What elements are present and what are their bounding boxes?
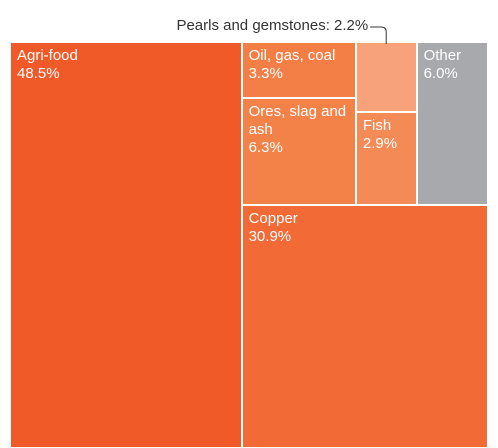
treemap-cell: Copper 30.9%: [241, 204, 488, 448]
cell-label: Fish: [362, 117, 392, 135]
treemap-cell: Other 6.0%: [416, 42, 488, 205]
cell-label: Oil, gas, coal: [248, 47, 336, 64]
cell-value: 48.5%: [17, 65, 60, 82]
treemap-cell: Oil, gas, coal 3.3%: [241, 42, 356, 98]
annotation: Pearls and gemstones: 2.2%: [176, 17, 369, 34]
treemap-cell: Ores, slag and ash 6.3%: [241, 97, 356, 205]
cell-label: Other: [423, 47, 462, 64]
cell-value: 6.0%: [423, 65, 458, 82]
callout-line: [370, 26, 387, 44]
cell-label: Agri-food: [17, 47, 78, 64]
cell-label: Ores, slag and ash: [248, 102, 347, 138]
cell-label: Copper: [248, 209, 298, 227]
treemap-cell: [355, 42, 417, 113]
treemap-cell: Agri-food 48.5%: [10, 42, 242, 448]
cell-value: 2.9%: [362, 135, 398, 153]
cell-value: 6.3%: [248, 138, 283, 156]
cell-value: 3.3%: [248, 65, 283, 82]
treemap-cell: Fish 2.9%: [355, 112, 417, 205]
cell-value: 30.9%: [248, 227, 292, 245]
